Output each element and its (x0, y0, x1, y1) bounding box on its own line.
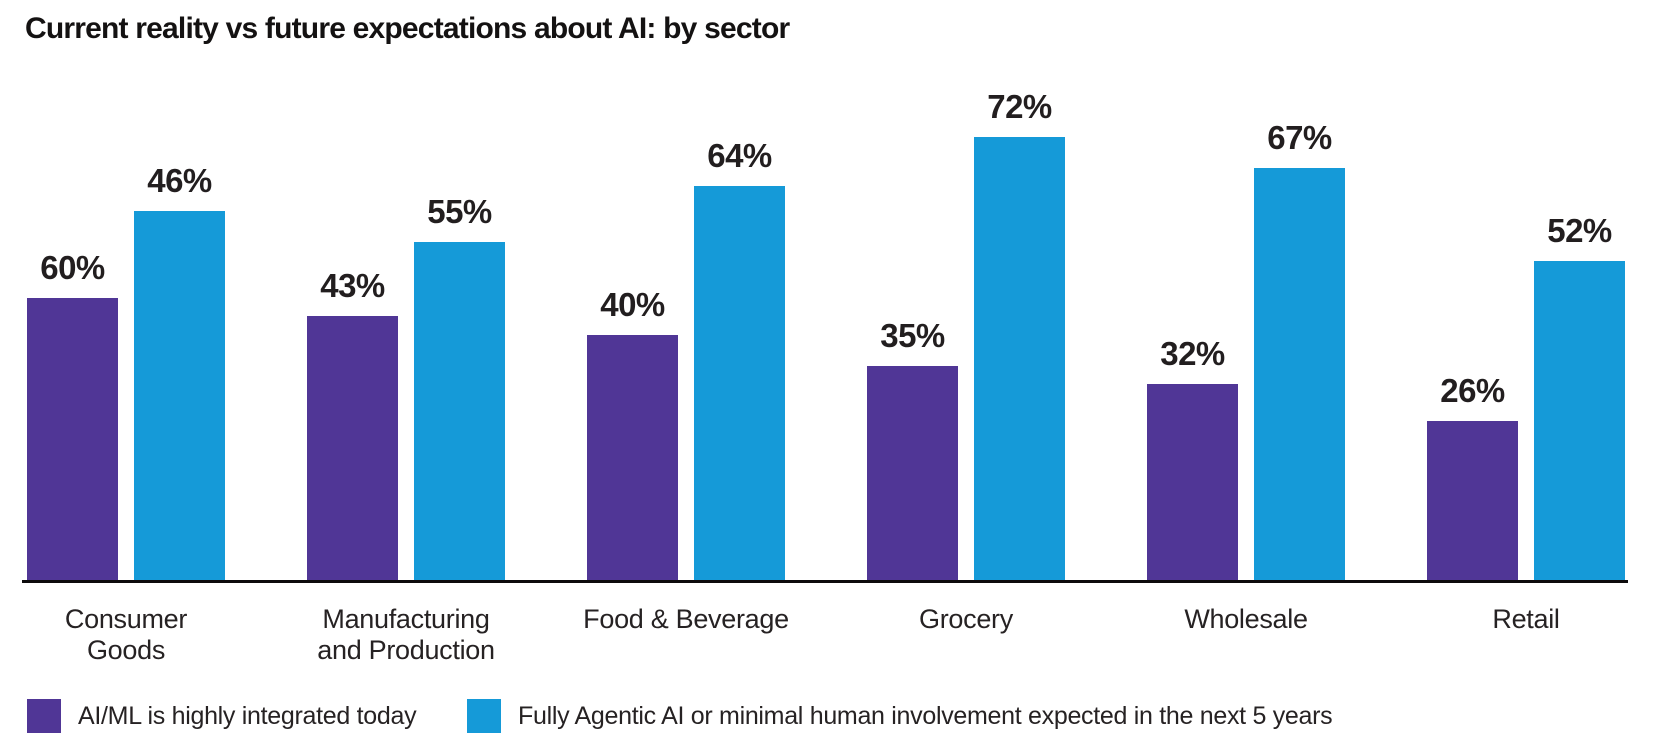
category-label-grocery: Grocery (826, 604, 1106, 635)
value-label-food-beverage-today: 40% (600, 286, 665, 323)
bar-food-beverage-today (587, 335, 678, 582)
category-label-wholesale: Wholesale (1106, 604, 1386, 635)
legend-swatch-purple (27, 699, 61, 733)
bar-manufacturing-and-production-today (307, 316, 398, 582)
value-label-grocery-today: 35% (880, 317, 945, 354)
category-label-line: Retail (1492, 604, 1560, 634)
category-label-line: Grocery (919, 604, 1013, 634)
bar-consumer-goods-today (27, 298, 118, 582)
category-label-line: Consumer (64, 604, 188, 634)
value-label-manufacturing-and-production-today: 43% (320, 267, 385, 304)
category-label-line: and Production (317, 635, 495, 665)
chart-title: Current reality vs future expectations a… (25, 12, 790, 45)
value-label-retail-next-5-years: 52% (1547, 212, 1612, 249)
value-label-manufacturing-and-production-next-5-years: 55% (427, 193, 492, 230)
legend: AI/ML is highly integrated today Fully A… (0, 699, 1658, 739)
category-label-retail: Retail (1386, 604, 1658, 635)
x-axis-line (22, 580, 1628, 583)
value-label-consumer-goods-today: 60% (40, 249, 105, 286)
plot-area: 60% 46% 43% 55% 40% 64% 35% 72% 32% 67% 26% 52% (27, 88, 1625, 582)
value-label-consumer-goods-next-5-years: 46% (147, 162, 212, 199)
bar-manufacturing-and-production-next-5-years (414, 242, 505, 582)
legend-label-future: Fully Agentic AI or minimal human involv… (518, 701, 1333, 730)
bar-retail-today (1427, 421, 1518, 582)
legend-swatch-blue (467, 699, 501, 733)
value-label-food-beverage-next-5-years: 64% (707, 137, 772, 174)
bar-retail-next-5-years (1534, 261, 1625, 582)
value-label-grocery-next-5-years: 72% (987, 88, 1052, 125)
legend-label-current: AI/ML is highly integrated today (78, 701, 417, 730)
bar-wholesale-next-5-years (1254, 168, 1345, 582)
value-label-wholesale-next-5-years: 67% (1267, 119, 1332, 156)
category-label-consumer-goods: Consumer Goods (0, 604, 266, 666)
category-label-line: Wholesale (1184, 604, 1308, 634)
bar-consumer-goods-next-5-years (134, 211, 225, 582)
value-label-retail-today: 26% (1440, 372, 1505, 409)
category-label-line: Manufacturing (322, 604, 490, 634)
category-label-line: Food & Beverage (583, 604, 789, 634)
legend-item-future: Fully Agentic AI or minimal human involv… (467, 699, 1333, 733)
bar-wholesale-today (1147, 384, 1238, 582)
bar-food-beverage-next-5-years (694, 186, 785, 582)
value-label-wholesale-today: 32% (1160, 335, 1225, 372)
category-label-food-beverage: Food & Beverage (546, 604, 826, 635)
legend-item-current: AI/ML is highly integrated today (27, 699, 417, 733)
bar-grocery-today (867, 366, 958, 582)
bar-grocery-next-5-years (974, 137, 1065, 582)
category-label-manufacturing-and-production: Manufacturing and Production (266, 604, 546, 666)
category-label-line: Goods (86, 635, 166, 665)
